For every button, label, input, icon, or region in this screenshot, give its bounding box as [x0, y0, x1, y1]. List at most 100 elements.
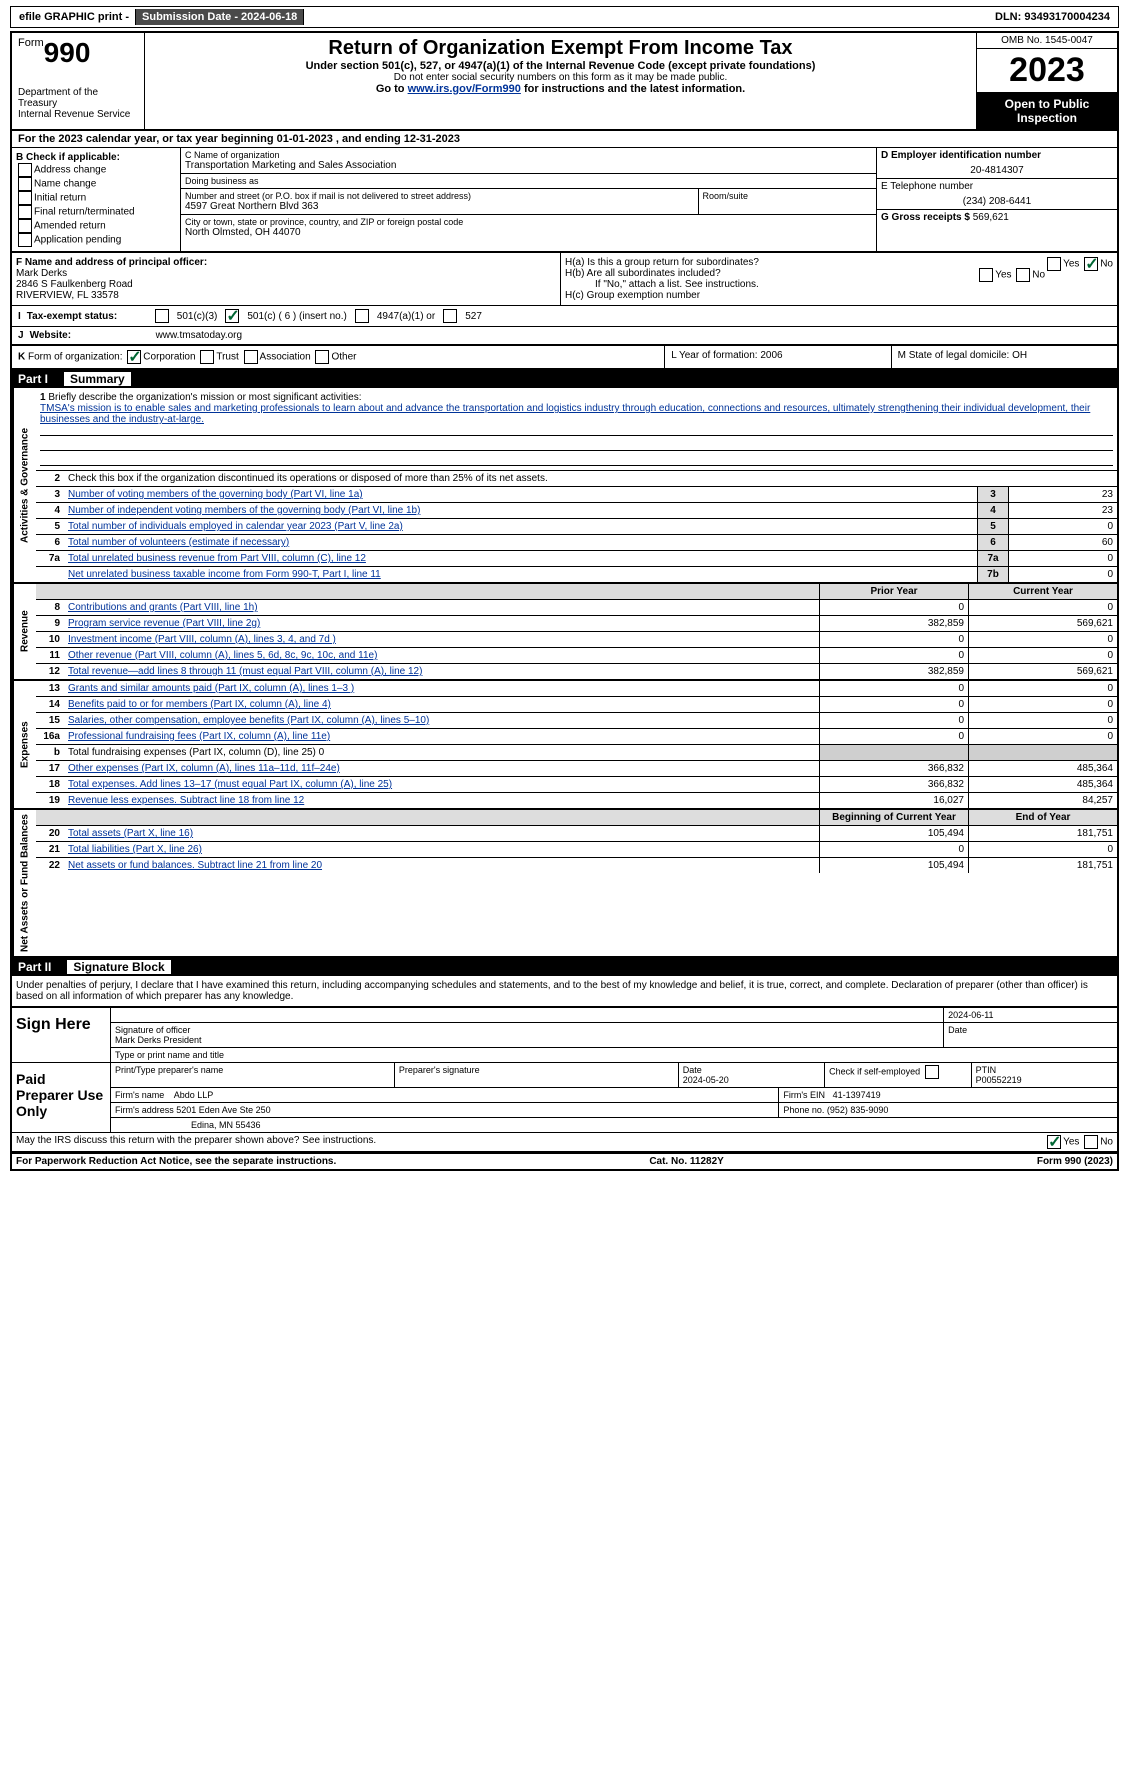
l16a-link[interactable]: Professional fundraising fees (Part IX, … — [68, 731, 330, 742]
v3: 23 — [1008, 487, 1117, 502]
cb-hb-no[interactable] — [1016, 268, 1030, 282]
v7a: 0 — [1008, 551, 1117, 566]
line4-link[interactable]: Number of independent voting members of … — [68, 505, 420, 516]
officer-name-title: Mark Derks President — [115, 1035, 939, 1045]
org-name: Transportation Marketing and Sales Assoc… — [185, 160, 872, 171]
l22-link[interactable]: Net assets or fund balances. Subtract li… — [68, 860, 322, 871]
meta-rows: I Tax-exempt status: 501(c)(3) 501(c) ( … — [10, 306, 1119, 346]
col-c: C Name of organization Transportation Ma… — [181, 148, 876, 251]
cb-501c3[interactable] — [155, 309, 169, 323]
officer-name: Mark Derks — [16, 268, 556, 279]
irs-link[interactable]: www.irs.gov/Form990 — [408, 83, 521, 95]
penalties-text: Under penalties of perjury, I declare th… — [10, 976, 1119, 1006]
cb-ha-no[interactable] — [1084, 257, 1098, 271]
sign-here-label: Sign Here — [12, 1008, 111, 1062]
firm-phone: (952) 835-9090 — [827, 1105, 889, 1115]
cb-hb-yes[interactable] — [979, 268, 993, 282]
footer: For Paperwork Reduction Act Notice, see … — [10, 1153, 1119, 1171]
street-label: Number and street (or P.O. box if mail i… — [185, 191, 694, 201]
tax-year: 2023 — [977, 49, 1117, 93]
l20-link[interactable]: Total assets (Part X, line 16) — [68, 828, 193, 839]
form-header: Form990 Department of the Treasury Inter… — [10, 31, 1119, 131]
cb-ha-yes[interactable] — [1047, 257, 1061, 271]
l19-link[interactable]: Revenue less expenses. Subtract line 18 … — [68, 795, 304, 806]
submission-date: Submission Date - 2024-06-18 — [136, 9, 304, 25]
side-activities: Activities & Governance — [12, 388, 36, 582]
city-value: North Olmsted, OH 44070 — [185, 227, 872, 238]
subtitle-3: Go to www.irs.gov/Form990 for instructio… — [153, 83, 968, 95]
cb-4947[interactable] — [355, 309, 369, 323]
cb-self-employed[interactable] — [925, 1065, 939, 1079]
v6: 60 — [1008, 535, 1117, 550]
col-current: Current Year — [968, 584, 1117, 599]
cb-other[interactable] — [315, 350, 329, 364]
cb-discuss-yes[interactable] — [1047, 1135, 1061, 1149]
title-cell: Return of Organization Exempt From Incom… — [145, 33, 976, 129]
cb-527[interactable] — [443, 309, 457, 323]
cb-final-return[interactable] — [18, 205, 32, 219]
cb-trust[interactable] — [200, 350, 214, 364]
l13-link[interactable]: Grants and similar amounts paid (Part IX… — [68, 683, 354, 694]
officer-label: F Name and address of principal officer: — [16, 257, 556, 268]
l21-link[interactable]: Total liabilities (Part X, line 26) — [68, 844, 202, 855]
l15-link[interactable]: Salaries, other compensation, employee b… — [68, 715, 429, 726]
v4: 23 — [1008, 503, 1117, 518]
line3-link[interactable]: Number of voting members of the governin… — [68, 489, 363, 500]
h-cell: H(a) Is this a group return for subordin… — [561, 253, 1117, 305]
l18-link[interactable]: Total expenses. Add lines 13–17 (must eq… — [68, 779, 392, 790]
website-value: www.tmsatoday.org — [156, 330, 243, 341]
cb-name-change[interactable] — [18, 177, 32, 191]
dba-label: Doing business as — [185, 176, 872, 186]
cb-address-change[interactable] — [18, 163, 32, 177]
col-b-heading: B Check if applicable: — [16, 152, 176, 163]
form-word: Form — [18, 37, 44, 49]
cb-assoc[interactable] — [244, 350, 258, 364]
cb-initial-return[interactable] — [18, 191, 32, 205]
l8-link[interactable]: Contributions and grants (Part VIII, lin… — [68, 602, 258, 613]
side-expenses: Expenses — [12, 681, 36, 808]
line7a-link[interactable]: Total unrelated business revenue from Pa… — [68, 553, 366, 564]
expenses-section: Expenses 13Grants and similar amounts pa… — [10, 681, 1119, 810]
cb-discuss-no[interactable] — [1084, 1135, 1098, 1149]
paid-preparer-label: Paid Preparer Use Only — [12, 1063, 111, 1132]
firm-name: Abdo LLP — [174, 1090, 214, 1100]
l10-link[interactable]: Investment income (Part VIII, column (A)… — [68, 634, 336, 645]
col-begin: Beginning of Current Year — [819, 810, 968, 825]
netassets-section: Net Assets or Fund Balances Beginning of… — [10, 810, 1119, 958]
officer-city: RIVERVIEW, FL 33578 — [16, 290, 556, 301]
gross-value: 569,621 — [973, 212, 1009, 223]
col-prior: Prior Year — [819, 584, 968, 599]
row-i: I Tax-exempt status: 501(c)(3) 501(c) ( … — [12, 306, 1117, 327]
cb-501c[interactable] — [225, 309, 239, 323]
prep-sig-label: Preparer's signature — [395, 1063, 679, 1087]
firm-ein: 41-1397419 — [833, 1090, 881, 1100]
year-cell: OMB No. 1545-0047 2023 Open to Public In… — [976, 33, 1117, 129]
org-name-label: C Name of organization — [185, 150, 872, 160]
part1-header: Part I Summary — [10, 370, 1119, 388]
line6-link[interactable]: Total number of volunteers (estimate if … — [68, 537, 289, 548]
footer-left: For Paperwork Reduction Act Notice, see … — [16, 1156, 336, 1167]
info-grid: B Check if applicable: Address change Na… — [10, 148, 1119, 253]
ptin: P00552219 — [976, 1075, 1022, 1085]
sig-officer-label: Signature of officer — [115, 1025, 939, 1035]
cb-application-pending[interactable] — [18, 233, 32, 247]
line5-link[interactable]: Total number of individuals employed in … — [68, 521, 403, 532]
l17-link[interactable]: Other expenses (Part IX, column (A), lin… — [68, 763, 340, 774]
mission-text: TMSA's mission is to enable sales and ma… — [40, 403, 1090, 425]
officer-street: 2846 S Faulkenberg Road — [16, 279, 556, 290]
firm-addr2: Edina, MN 55436 — [111, 1118, 1117, 1132]
l9-link[interactable]: Program service revenue (Part VIII, line… — [68, 618, 260, 629]
city-label: City or town, state or province, country… — [185, 217, 872, 227]
l12-link[interactable]: Total revenue—add lines 8 through 11 (mu… — [68, 666, 422, 677]
efile-link[interactable]: efile GRAPHIC print - — [13, 9, 136, 25]
l11-link[interactable]: Other revenue (Part VIII, column (A), li… — [68, 650, 377, 661]
tax-year-line: For the 2023 calendar year, or tax year … — [10, 131, 1119, 148]
col-deg: D Employer identification number 20-4814… — [876, 148, 1117, 251]
l14-link[interactable]: Benefits paid to or for members (Part IX… — [68, 699, 331, 710]
ein-value: 20-4814307 — [881, 161, 1113, 176]
cb-corp[interactable] — [127, 350, 141, 364]
dept-line: Department of the Treasury — [18, 87, 138, 109]
line7b-link[interactable]: Net unrelated business taxable income fr… — [68, 569, 381, 580]
l16b-text: Total fundraising expenses (Part IX, col… — [64, 745, 819, 760]
cb-amended-return[interactable] — [18, 219, 32, 233]
